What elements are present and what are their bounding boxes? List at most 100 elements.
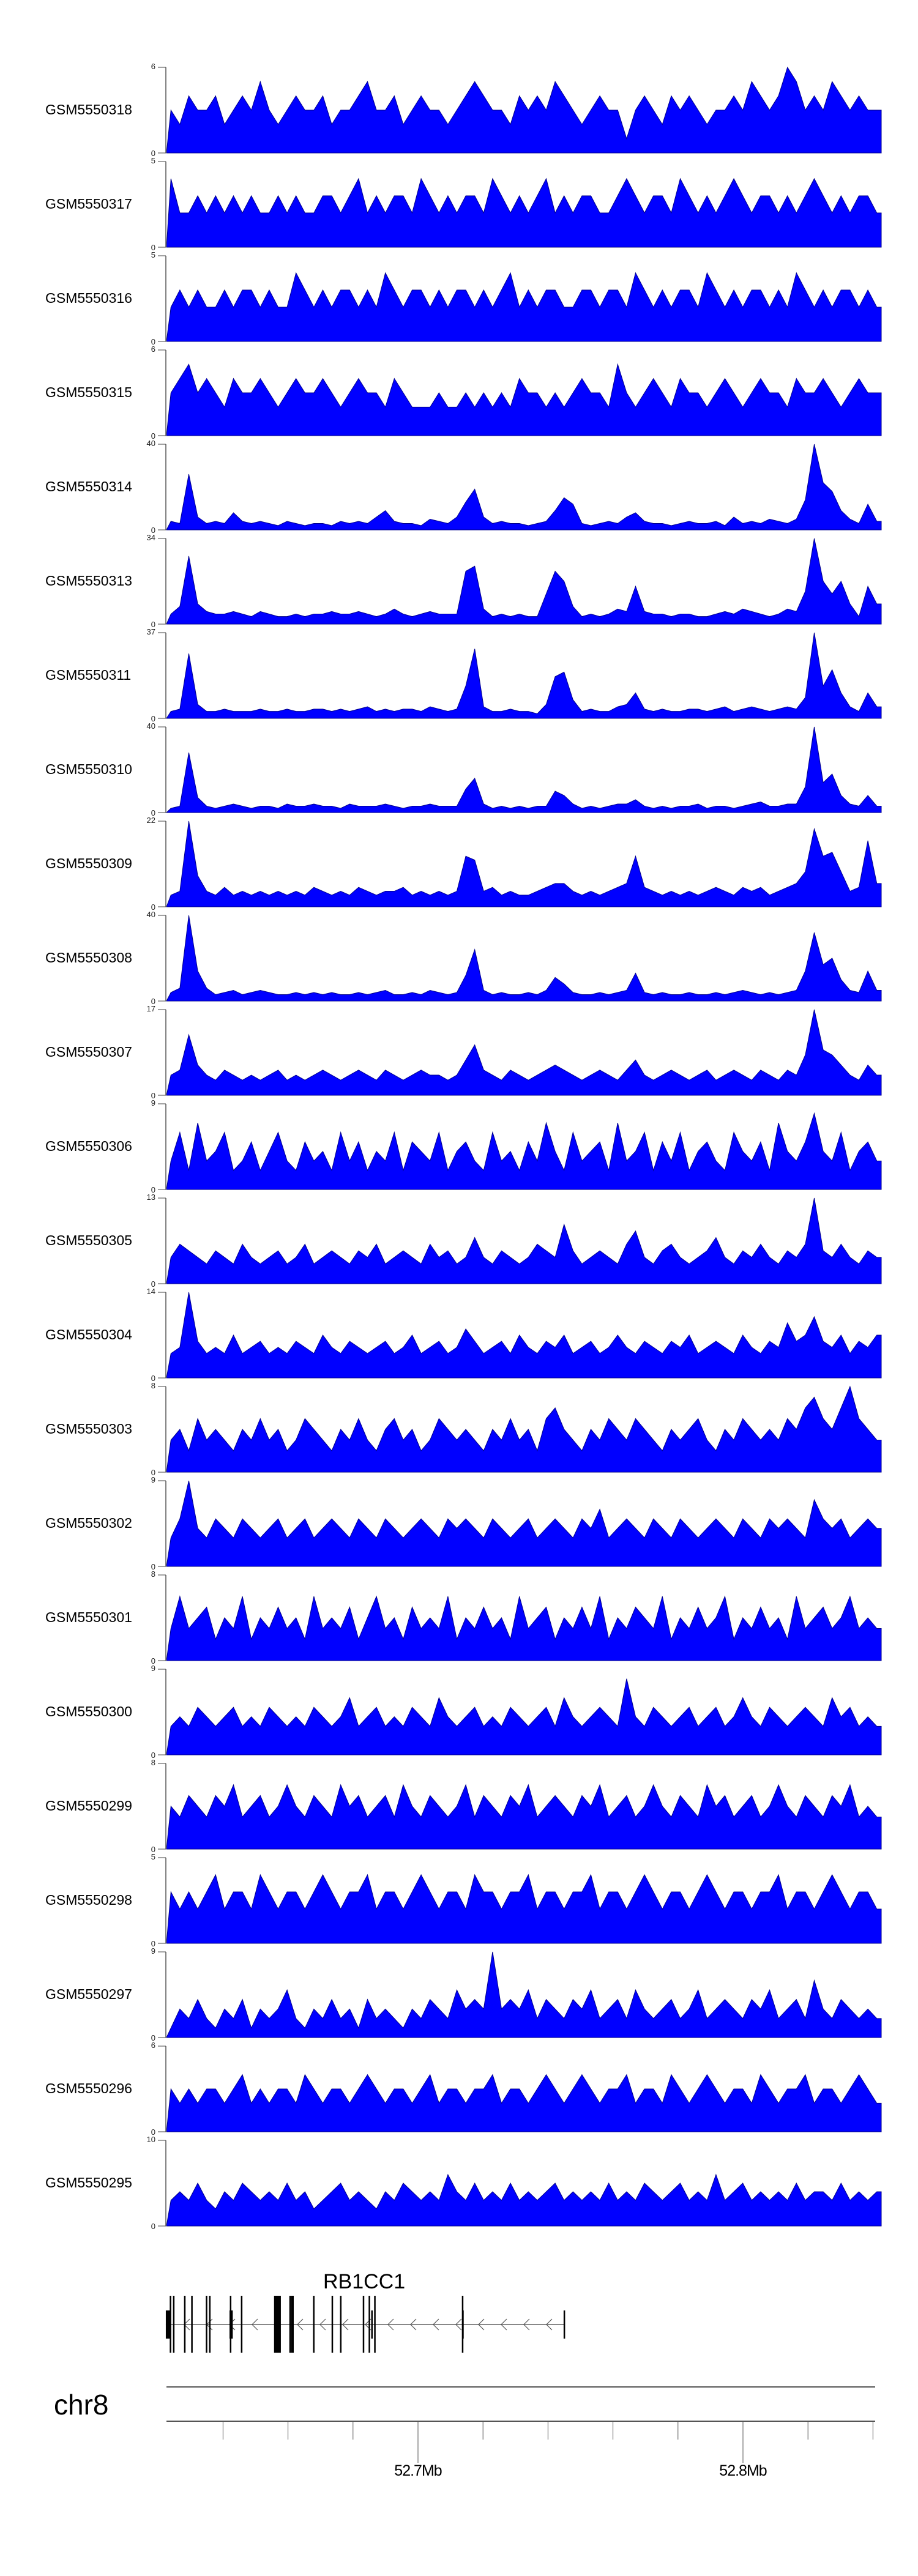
y-tick-label-max: 40 (146, 439, 155, 448)
gene-exon (313, 2296, 315, 2353)
gene-exon (289, 2296, 291, 2353)
gene-exon (170, 2296, 171, 2353)
y-tick-label-max: 5 (151, 156, 155, 165)
signal-area-GSM5550318 (166, 66, 882, 154)
y-tick-label-zero: 0 (151, 431, 155, 441)
gene-exon (331, 2296, 334, 2353)
gene-exon (462, 2310, 464, 2339)
signal-area-GSM5550298 (166, 1874, 882, 1944)
gene-exon (563, 2310, 565, 2339)
track-label: GSM5550314 (45, 478, 132, 494)
track-label: GSM5550306 (45, 1137, 132, 1154)
track-label: GSM5550311 (45, 666, 132, 683)
y-tick-label-max: 9 (151, 1098, 155, 1107)
track-label: GSM5550315 (45, 384, 132, 400)
y-tick-label-max: 5 (151, 1852, 155, 1861)
y-tick-label-max: 6 (151, 344, 155, 354)
y-tick-label-zero: 0 (151, 1562, 155, 1571)
signal-area-GSM5550302 (166, 1480, 882, 1567)
y-tick-label-max: 40 (146, 721, 155, 731)
y-tick-label-max: 14 (146, 1287, 155, 1296)
signal-area-GSM5550311 (166, 632, 882, 719)
signal-area-GSM5550305 (166, 1197, 882, 1284)
signal-area-GSM5550304 (166, 1292, 882, 1379)
y-tick-label-max: 9 (151, 1946, 155, 1956)
y-tick-label-zero: 0 (151, 526, 155, 535)
y-tick-label-zero: 0 (151, 2222, 155, 2231)
strand-arrow-icon (478, 2318, 485, 2331)
strand-arrow-icon (501, 2318, 507, 2331)
y-tick-label-max: 8 (151, 1381, 155, 1390)
signal-area-GSM5550314 (166, 444, 882, 530)
y-tick-label-zero: 0 (151, 149, 155, 158)
signal-area-GSM5550300 (166, 1678, 882, 1755)
signal-area-GSM5550301 (166, 1595, 882, 1661)
gene-symbol-label: RB1CC1 (323, 2270, 406, 2293)
y-tick-label-max: 37 (146, 627, 155, 636)
y-tick-label-zero: 0 (151, 1279, 155, 1289)
strand-arrow-icon (410, 2318, 417, 2331)
gene-exon (209, 2296, 211, 2353)
strand-arrow-icon (342, 2318, 349, 2331)
y-tick-label-zero: 0 (151, 1656, 155, 1666)
gene-exon (206, 2296, 207, 2353)
y-tick-label-zero: 0 (151, 1374, 155, 1383)
signal-area-GSM5550310 (165, 726, 882, 813)
signal-area-GSM5550296 (166, 2074, 882, 2132)
strand-arrow-icon (252, 2318, 258, 2331)
gene-exon (291, 2296, 293, 2353)
y-tick-label-max: 8 (151, 1569, 155, 1579)
axis-tick-label: 52.7Mb (394, 2462, 442, 2479)
track-label: GSM5550300 (45, 1703, 132, 1719)
gene-exon (184, 2296, 186, 2353)
signal-area-GSM5550308 (166, 915, 882, 1002)
signal-area-GSM5550313 (166, 538, 882, 625)
signal-area-GSM5550306 (166, 1112, 882, 1190)
y-tick-label-zero: 0 (151, 1751, 155, 1760)
gene-exon (340, 2296, 342, 2353)
track-label: GSM5550301 (45, 1609, 132, 1625)
y-tick-label-max: 13 (146, 1193, 155, 1202)
y-tick-label-max: 40 (146, 910, 155, 919)
gene-exon (191, 2296, 193, 2353)
track-label: GSM5550296 (45, 2080, 132, 2096)
y-tick-label-max: 5 (151, 250, 155, 259)
y-tick-label-max: 6 (151, 2041, 155, 2050)
y-tick-label-zero: 0 (151, 903, 155, 912)
track-label: GSM5550295 (45, 2174, 132, 2191)
chromosome-label: chr8 (54, 2389, 109, 2421)
track-label: GSM5550308 (45, 949, 132, 966)
track-label: GSM5550309 (45, 855, 132, 871)
track-label: GSM5550310 (45, 761, 132, 777)
signal-area-GSM5550317 (166, 177, 882, 248)
y-tick-label-max: 17 (146, 1004, 155, 1013)
y-tick-label-zero: 0 (151, 1939, 155, 1948)
signal-area-GSM5550303 (166, 1385, 882, 1473)
y-tick-label-zero: 0 (151, 714, 155, 723)
track-label: GSM5550303 (45, 1420, 132, 1437)
y-tick-label-zero: 0 (151, 337, 155, 346)
track-label: GSM5550316 (45, 289, 132, 306)
track-label: GSM5550307 (45, 1043, 132, 1060)
y-tick-label-zero: 0 (151, 1468, 155, 1477)
y-tick-label-zero: 0 (151, 2033, 155, 2042)
signal-area-GSM5550307 (166, 1009, 882, 1096)
track-label: GSM5550298 (45, 1891, 132, 1908)
signal-area-GSM5550309 (166, 821, 882, 907)
gene-exon (165, 2310, 170, 2339)
y-tick-label-zero: 0 (151, 243, 155, 252)
gene-exon (241, 2296, 243, 2353)
gene-exon (362, 2296, 365, 2353)
strand-arrow-icon (387, 2318, 394, 2331)
y-tick-label-zero: 0 (151, 1185, 155, 1194)
signal-area-GSM5550315 (166, 363, 882, 436)
track-label: GSM5550317 (45, 195, 132, 212)
signal-area-GSM5550297 (166, 1951, 882, 2038)
track-label: GSM5550304 (45, 1326, 132, 1342)
track-label: GSM5550313 (45, 572, 132, 589)
signal-area-GSM5550295 (166, 2173, 882, 2227)
strand-arrow-icon (546, 2318, 553, 2331)
gene-exon (371, 2310, 373, 2339)
track-label: GSM5550318 (45, 101, 132, 117)
